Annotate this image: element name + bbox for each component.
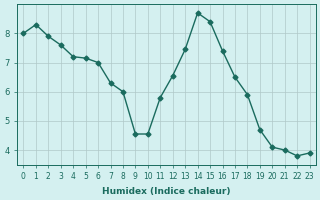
X-axis label: Humidex (Indice chaleur): Humidex (Indice chaleur) xyxy=(102,187,231,196)
